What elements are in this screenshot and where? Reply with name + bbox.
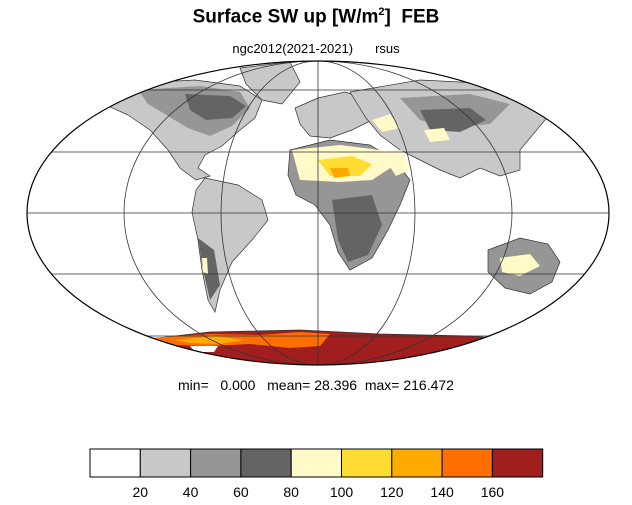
title-month: FEB xyxy=(401,6,440,28)
colorbar-tick-label: 20 xyxy=(132,484,149,500)
colorbar-box-3 xyxy=(240,448,292,478)
max-label: max= xyxy=(364,377,400,393)
dark-africa xyxy=(332,195,382,262)
colorbar-tick-label: 100 xyxy=(329,484,354,500)
min-value: 0.000 xyxy=(220,377,256,393)
mean-value: 28.396 xyxy=(314,377,358,393)
experiment-label: ngc2012(2021-2021) xyxy=(232,41,354,56)
colorbar-box-5 xyxy=(341,448,393,478)
yellow-andes xyxy=(202,258,208,274)
yellow-australia xyxy=(500,254,540,276)
colorbar-tick-label: 40 xyxy=(182,484,199,500)
chart-title: Surface SW up [W/m2] FEB xyxy=(0,6,632,28)
colorbar-tick-label: 140 xyxy=(430,484,454,500)
colorbar-box-1 xyxy=(139,448,192,478)
sahara-orange xyxy=(330,168,350,178)
antarctica-white xyxy=(190,346,218,352)
title-superscript: 2 xyxy=(378,6,385,18)
max-value: 216.472 xyxy=(403,377,454,393)
yellow-asia-2 xyxy=(424,128,450,142)
min-label: min= xyxy=(178,377,209,393)
colorbar-box-6 xyxy=(391,448,443,478)
variable-label: rsus xyxy=(375,41,400,56)
colorbar-box-0 xyxy=(89,448,141,478)
shade-south-america xyxy=(198,238,220,300)
colorbar-tick-label: 160 xyxy=(480,484,505,500)
chart-subtitle: ngc2012(2021-2021) rsus xyxy=(0,41,632,56)
dark2-asia xyxy=(420,108,486,132)
arabia-yellow xyxy=(380,150,410,176)
statistics-line: min= 0.000 mean= 28.396 max= 216.472 xyxy=(0,377,632,393)
colorbar-tick-label: 60 xyxy=(233,484,249,500)
yellow-asia xyxy=(372,114,400,132)
colorbar-box-7 xyxy=(441,448,493,478)
mean-label: mean= xyxy=(267,377,311,393)
antarctica-gold xyxy=(175,336,245,344)
colorbar-box-2 xyxy=(190,448,242,478)
dark-north-america xyxy=(185,94,246,120)
colorbar-box-8 xyxy=(491,448,544,478)
colorbar-box-4 xyxy=(290,448,343,478)
globe-outline xyxy=(26,60,610,366)
title-bracket: ] xyxy=(384,6,391,28)
land-europe xyxy=(294,91,373,139)
colorbar-tick-label: 80 xyxy=(283,484,299,500)
title-text: Surface SW up [W/m xyxy=(192,6,379,28)
colorbar-tick-label: 120 xyxy=(380,484,404,500)
